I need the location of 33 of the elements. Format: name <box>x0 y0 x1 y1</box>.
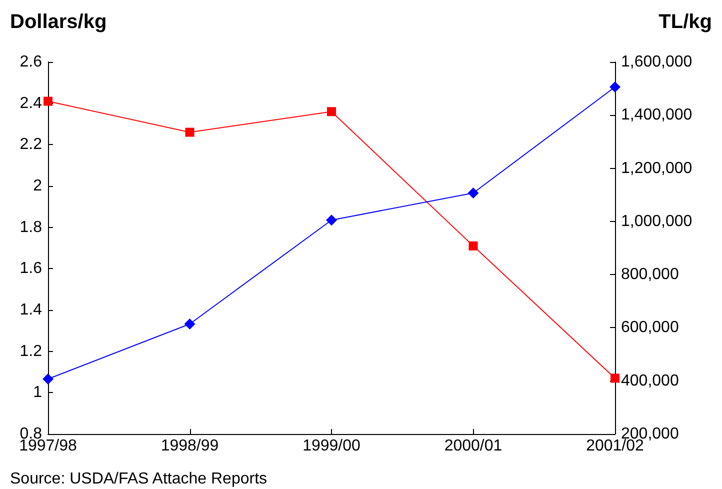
y2-tick-label: 800,000 <box>621 266 679 284</box>
point <box>468 241 478 250</box>
y2-tick-label: 600,000 <box>621 319 679 336</box>
source-note: Source: USDA/FAS Attache Reports <box>10 470 268 488</box>
point <box>326 214 337 226</box>
x-tick-label: 1998/99 <box>160 438 219 454</box>
point <box>44 96 52 106</box>
x-tick-label: 1999/00 <box>302 438 361 454</box>
y-tick-label: 2.4 <box>20 94 42 112</box>
y-tick-label: 1 <box>33 384 42 402</box>
y-tick-label: 1.2 <box>20 342 42 360</box>
y-tick-label: 1.8 <box>20 218 42 236</box>
y2-tick-label: 400,000 <box>621 372 679 390</box>
point <box>42 373 54 384</box>
point <box>327 107 336 116</box>
point <box>185 128 194 137</box>
point <box>610 374 620 383</box>
y-axis-title: Dollars/kg <box>10 11 107 33</box>
x-tick-label: 2000/01 <box>444 438 502 454</box>
y2-tick-label: 1,400,000 <box>621 106 692 124</box>
y2-tick-label: 1,600,000 <box>621 54 692 70</box>
y-tick-label: 1.4 <box>20 302 42 318</box>
point <box>610 81 620 92</box>
x-tick-label: 2001/02 <box>586 438 644 454</box>
y2-tick-label: 1,000,000 <box>621 212 692 230</box>
y-tick-label: 1.6 <box>20 260 42 278</box>
y2-tick-label: 1,200,000 <box>621 160 692 177</box>
y-tick-label: 2.2 <box>20 136 42 154</box>
y-tick-label: 2 <box>33 178 42 194</box>
y2-axis-title: TL/kg <box>658 11 712 33</box>
point <box>468 187 479 198</box>
y-tick-label: 2.6 <box>20 54 42 70</box>
point <box>184 318 196 330</box>
